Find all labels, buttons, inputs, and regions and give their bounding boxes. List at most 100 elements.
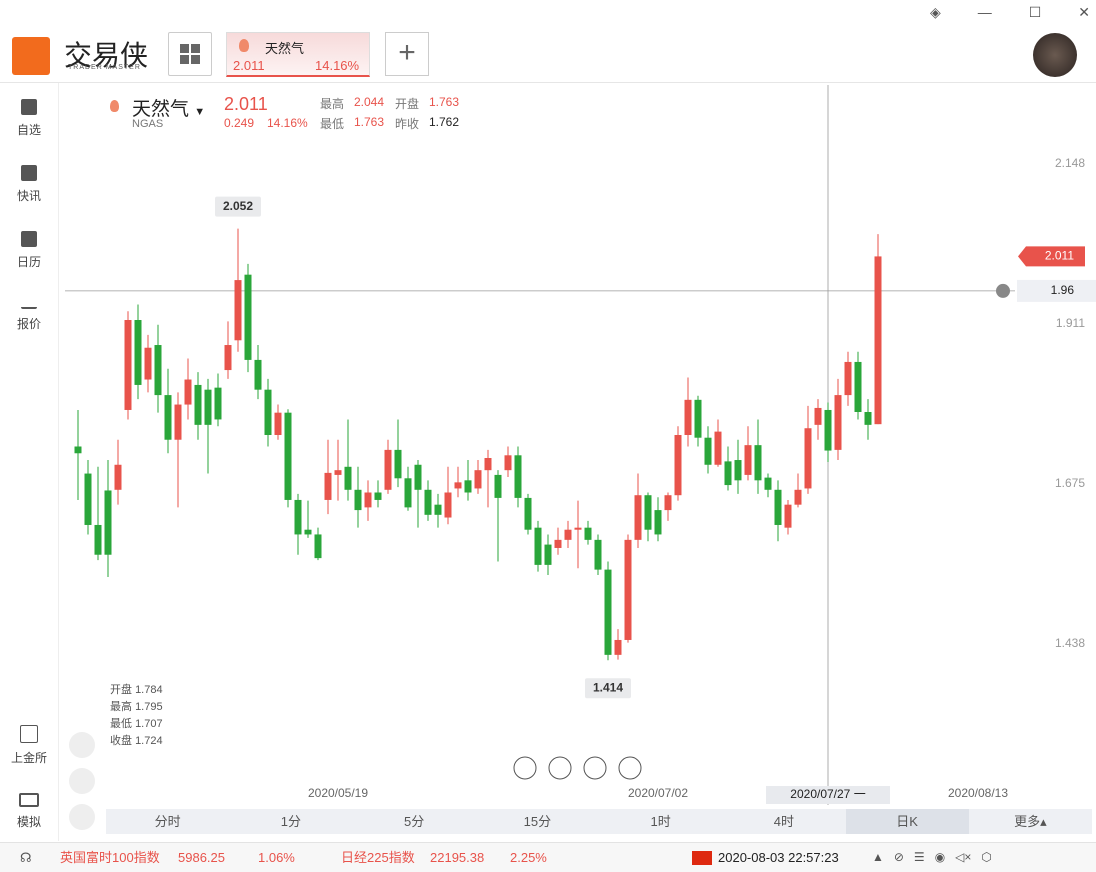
info-value: 1.724 [135,735,163,747]
stat-value: 2.044 [354,95,385,109]
candle-body [774,489,782,525]
candle-body [514,455,522,498]
nav-label: 模拟 [16,815,41,829]
candle-body [684,399,692,435]
candle-body [764,477,772,490]
timeframe[interactable]: 15分 [523,814,552,829]
candle-body [724,461,732,486]
candle-body [274,412,282,435]
candle-body [794,489,802,505]
add-tab[interactable]: + [385,32,429,76]
candle-body [594,539,602,570]
x-tick-label: 2020/05/19 [308,786,368,800]
candle-body [664,495,672,511]
nav-item[interactable]: 模拟 [0,793,58,830]
timeframe[interactable]: 1分 [280,814,301,829]
candle-body [464,480,472,493]
candle-body [454,482,462,489]
candle-body [844,361,852,396]
zoom-button [583,756,607,780]
nav-item[interactable]: 上金所 [0,725,58,766]
ticker-name[interactable]: 日经225指数 [341,850,415,865]
candle-body [414,464,422,490]
zoom-control[interactable] [583,756,607,780]
timeframe[interactable]: 分时 [154,814,181,829]
candle-body [174,404,182,440]
zoom-button [513,756,537,780]
stat-label: 开盘 [395,97,420,111]
extreme-box [585,678,631,699]
nav-item[interactable]: 报价 [0,297,58,332]
candle-body [344,466,352,490]
candle-body [854,361,862,412]
nav-item[interactable]: 自选 [0,99,58,138]
candle-body [864,412,872,425]
candle-body [284,412,292,500]
y-tick-label: 1.675 [1055,476,1085,490]
timeframe[interactable]: 1时 [650,814,671,829]
candle-body [224,345,232,371]
tool-button[interactable] [69,804,95,830]
candle-body [644,495,652,530]
nav-label: 自选 [16,123,41,137]
candle-body [304,529,312,535]
candle-body [114,464,122,490]
candle-body [434,504,442,515]
tab-change: 14.16% [315,58,360,73]
ticker-price: 22195.38 [430,850,485,865]
stat-label: 最低 [320,117,345,131]
candle-body [204,389,212,425]
logo [12,37,50,75]
candle-body [554,539,562,548]
candle-body [714,431,722,465]
tool-button[interactable] [69,768,95,794]
nav-item[interactable]: 快讯 [0,165,58,204]
info-label: 开盘 [110,684,132,696]
candle-body [634,495,642,540]
extreme-box [215,196,261,217]
tab-price: 2.011 [233,58,265,73]
timeframe[interactable]: 更多▴ [1014,814,1047,829]
zoom-control[interactable] [513,756,537,780]
y-tick-label: 2.148 [1055,156,1085,170]
stat-value: 1.763 [429,95,460,109]
candle-body [444,492,452,518]
zoom-control[interactable] [548,756,572,780]
nav-label: 快讯 [16,189,41,203]
extreme-label: 1.414 [593,680,623,694]
candle-body [184,379,192,405]
avatar[interactable] [1033,33,1077,77]
stat-label: 最高 [320,97,345,111]
quote-tab[interactable]: 天然气 2.011 14.16% [226,32,370,77]
status-icons[interactable]: ▲ ⊘ ☰ ◉ ◁× ⬡ [872,850,992,864]
zoom-control[interactable] [618,756,642,780]
app-name: 交易侠 [64,40,149,71]
candle-body [674,435,682,496]
candle-body [164,395,172,440]
sidebar: 自选 快讯 日历 报价 上金所 模拟 [0,83,59,841]
chart: 2.148 1.911 1.675 1.438 2020/05/19 2020/07/02… [65,85,1096,805]
window-controls[interactable]: ◈ — ☐ ✕ [930,4,1090,20]
ticker-name[interactable]: 英国富时100指数 [60,850,160,865]
app-subtitle: TRADER MASTER [68,64,141,71]
top-bar: 交易侠 TRADER MASTER 天然气 2.011 14.16% + ◈ — ☐… [0,0,1096,83]
candle-body [814,407,822,425]
candle-body [324,472,332,500]
stat-value: 1.763 [354,115,385,129]
timeframe[interactable]: 5分 [404,814,425,829]
candle-body [384,449,392,490]
headset-icon[interactable]: ☊ [20,850,32,865]
crosshair-value: 1.96 [1051,283,1075,297]
quote-code: NGAS [132,118,164,130]
candle-body [294,499,302,535]
nav-item[interactable]: 日历 [0,231,58,270]
candle-body [754,445,762,481]
nav-label: 上金所 [10,751,47,765]
candle-body [394,449,402,479]
timeframe[interactable]: 4时 [773,814,794,829]
grid-button[interactable] [168,32,212,76]
candle-body [874,256,882,425]
timeframe[interactable]: 日K [845,809,969,834]
tool-button[interactable] [69,732,95,758]
